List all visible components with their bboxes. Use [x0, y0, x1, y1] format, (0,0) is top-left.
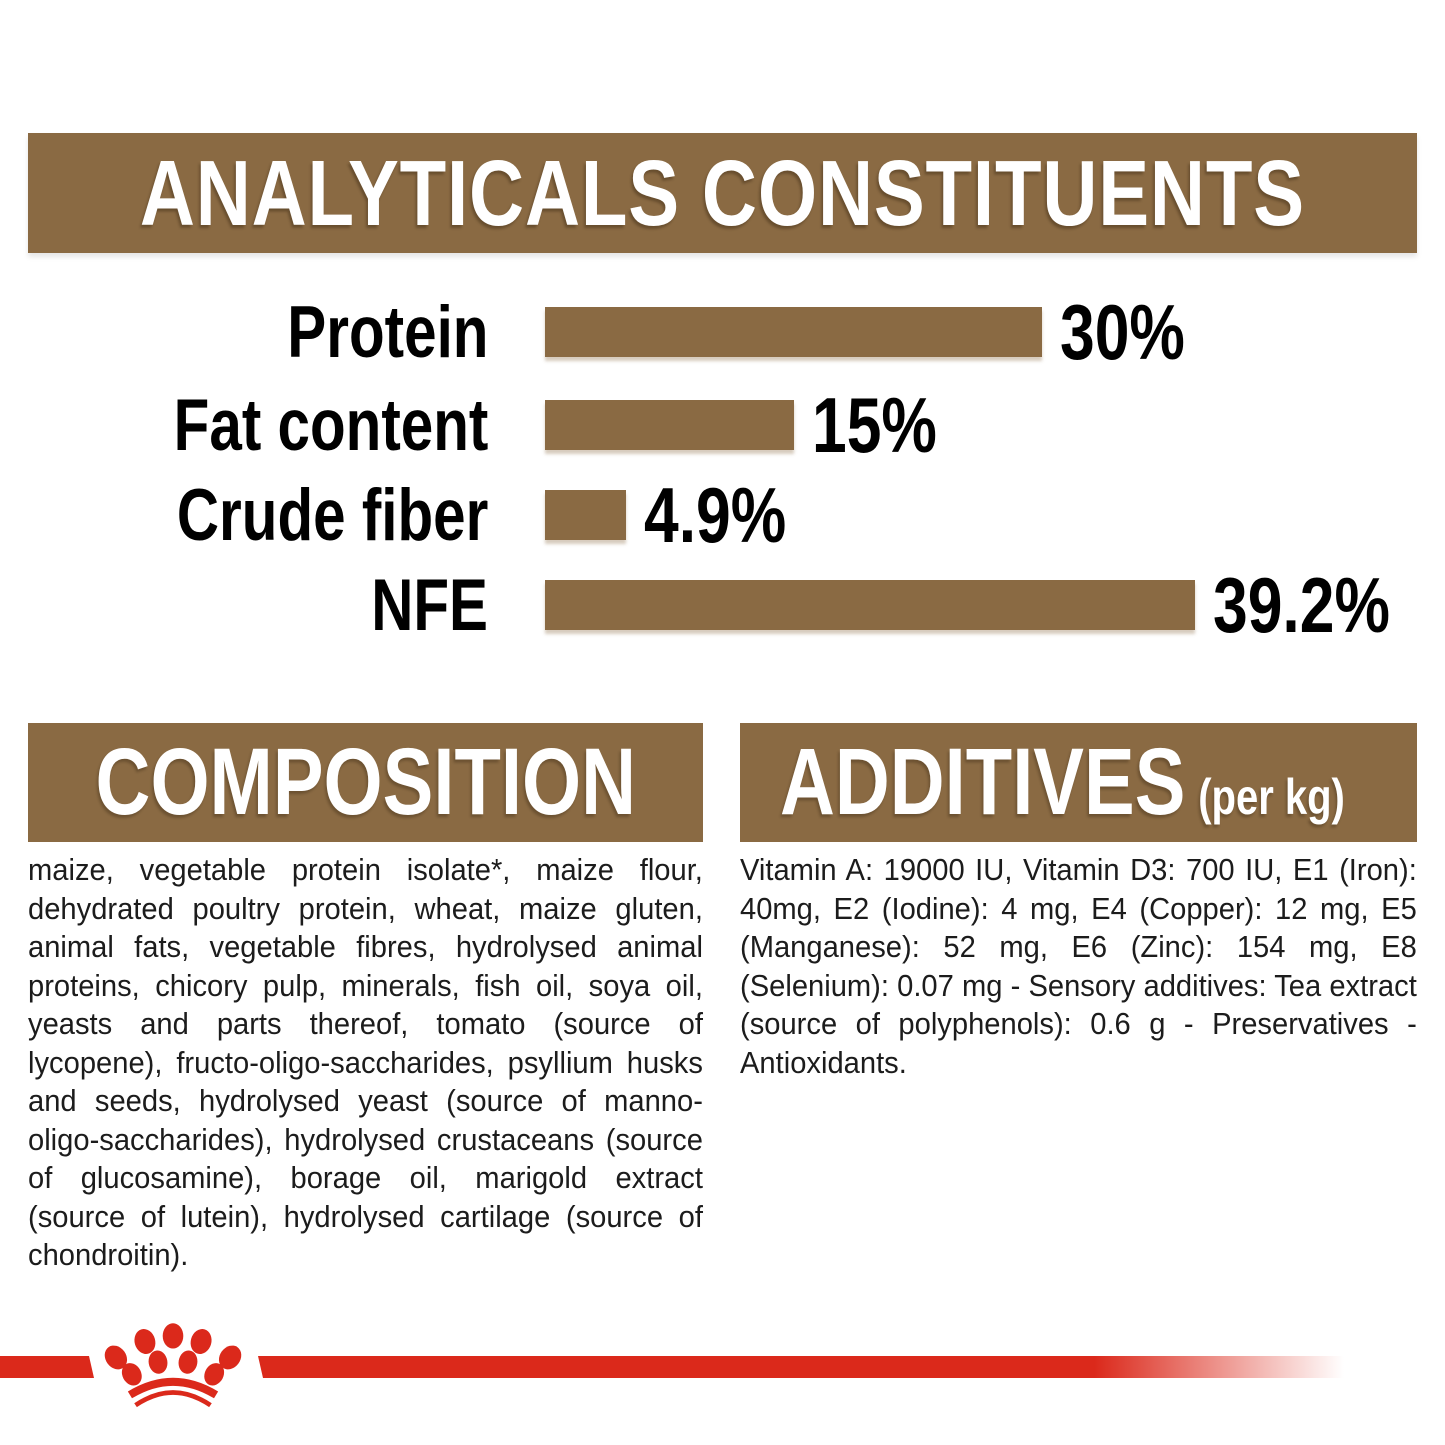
royal-canin-crown-icon — [104, 1323, 242, 1408]
chart-value-text: 30% — [1060, 287, 1185, 376]
chart-bar — [545, 307, 1042, 357]
chart-value-text: 15% — [812, 380, 937, 469]
chart-bar — [545, 400, 794, 450]
chart-bar — [545, 580, 1195, 630]
composition-header: COMPOSITION — [28, 723, 703, 842]
chart-label: Fat content — [0, 384, 545, 467]
chart-label-text: Fat content — [173, 384, 488, 466]
chart-value: 15% — [812, 380, 968, 471]
chart-label-text: NFE — [371, 564, 488, 646]
additives-subtitle: (per kg) — [1198, 769, 1345, 825]
chart-bar — [545, 490, 626, 540]
composition-title: COMPOSITION — [95, 729, 636, 835]
chart-row-fat-content: Fat content 15% — [0, 381, 1445, 469]
chart-label-text: Protein — [286, 291, 488, 373]
chart-value-text: 4.9% — [644, 470, 787, 559]
analytical-constituents-header: ANALYTICALS CONSTITUENTS — [28, 133, 1417, 253]
chart-label: NFE — [0, 564, 545, 647]
footer-red-line-left — [0, 1356, 94, 1378]
additives-text: Vitamin A: 19000 IU, Vitamin D3: 700 IU,… — [740, 852, 1417, 1080]
additives-header: ADDITIVES (per kg) — [740, 723, 1417, 842]
additives-title-row: ADDITIVES (per kg) — [780, 728, 1345, 837]
header-title: ANALYTICALS CONSTITUENTS — [139, 140, 1306, 245]
chart-value: 30% — [1060, 287, 1216, 378]
chart-row-nfe: NFE 39.2% — [0, 561, 1445, 649]
chart-row-crude-fiber: Crude fiber 4.9% — [0, 471, 1445, 559]
chart-label-text: Crude fiber — [176, 474, 488, 556]
chart-row-protein: Protein 30% — [0, 288, 1445, 376]
chart-label: Crude fiber — [0, 474, 545, 557]
chart-value: 4.9% — [644, 470, 822, 561]
footer-red-line-right — [258, 1356, 1344, 1378]
chart-value-text: 39.2% — [1213, 560, 1390, 649]
additives-title: ADDITIVES — [780, 729, 1186, 835]
chart-label: Protein — [0, 291, 545, 374]
composition-text: maize, vegetable protein isolate*, maize… — [28, 852, 703, 1272]
chart-value: 39.2% — [1213, 560, 1434, 651]
